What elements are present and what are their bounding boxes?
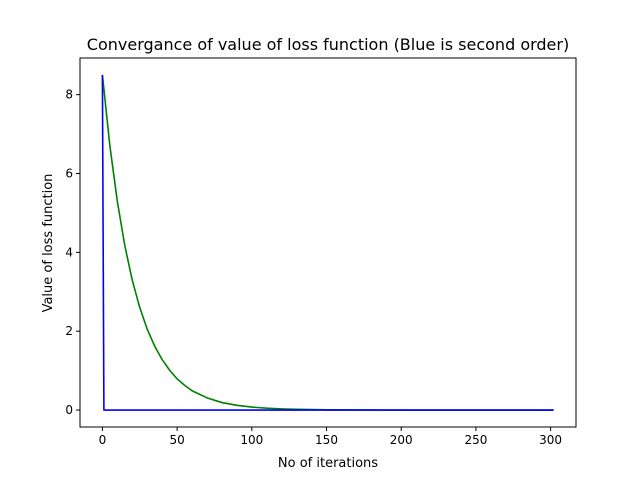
x-tick-label: 0 [99,433,107,447]
series-lines [101,74,554,411]
y-tick-label: 6 [65,167,73,181]
series-line-2 [101,74,554,411]
x-tick-label: 150 [315,433,338,447]
x-tick-label: 200 [390,433,413,447]
x-tick-label: 50 [169,433,184,447]
y-axis-label: Value of loss function [41,174,56,313]
y-tick-label: 0 [65,403,73,417]
chart-title: Convergance of value of loss function (B… [87,35,569,54]
x-tick-label: 300 [539,433,562,447]
x-tick-label: 250 [464,433,487,447]
y-tick-label: 4 [65,245,73,259]
x-tick-label: 100 [240,433,263,447]
y-tick-label: 2 [65,324,73,338]
x-axis-label: No of iterations [278,456,378,471]
y-tick-label: 8 [65,88,73,102]
axis-ticks: 0 50 100 150 200 250 300 0 2 4 6 8 [65,88,562,447]
plot-area-frame [79,57,577,428]
